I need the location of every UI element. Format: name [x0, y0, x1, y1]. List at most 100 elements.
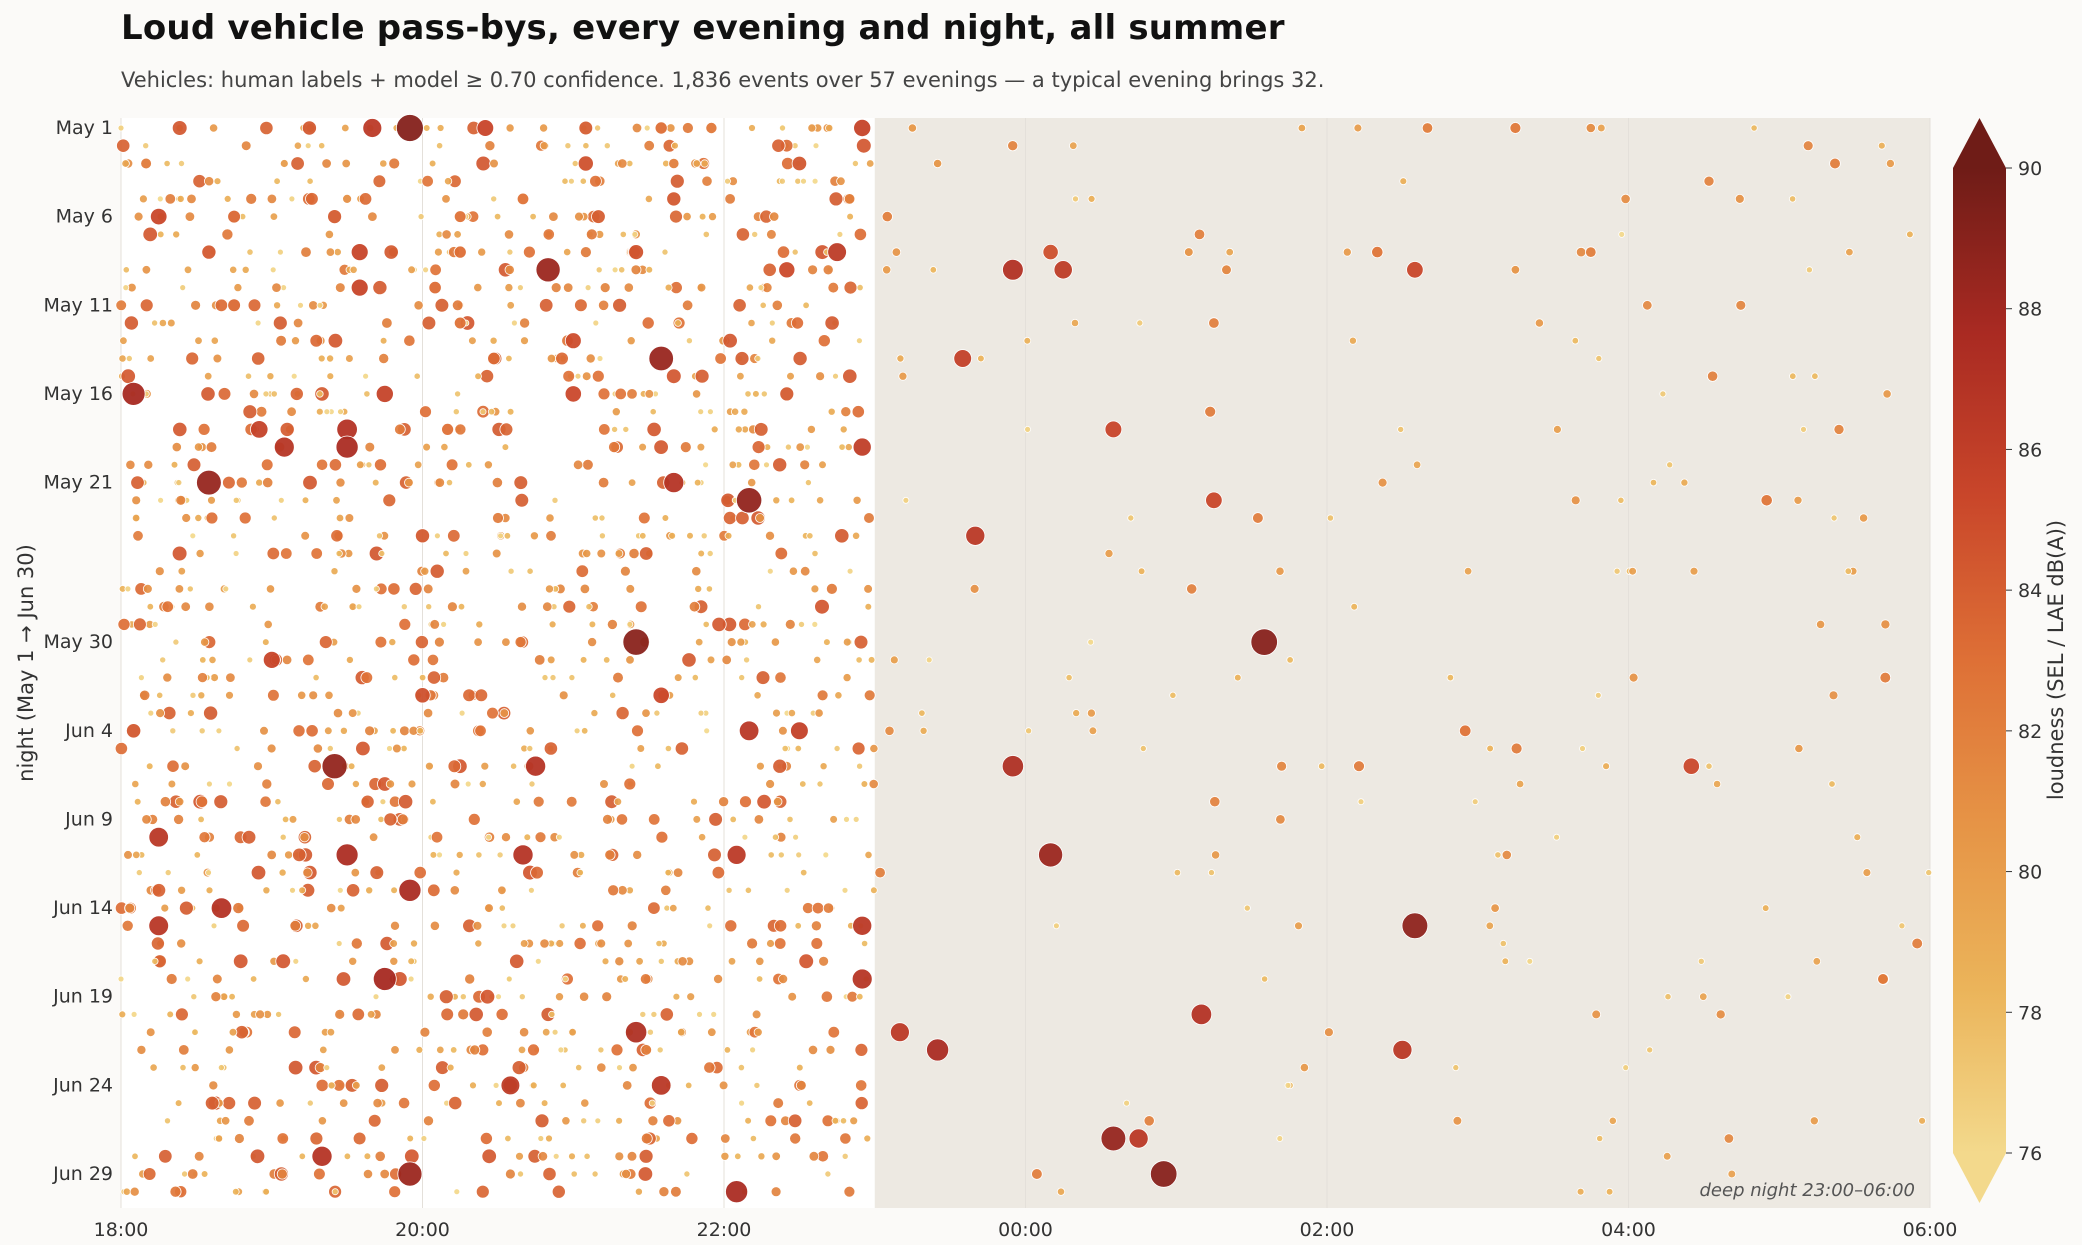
event-point [495, 1099, 503, 1107]
event-point [1127, 514, 1135, 522]
event-point [167, 779, 177, 789]
event-point [273, 301, 282, 310]
event-point [1833, 423, 1845, 435]
event-point [606, 618, 618, 630]
event-point-loud [769, 211, 780, 222]
event-point [666, 123, 676, 133]
event-point [406, 1134, 415, 1143]
event-point [328, 458, 342, 472]
event-point-loud [853, 119, 872, 138]
event-point [374, 635, 388, 649]
event-point [693, 478, 702, 487]
event-point [337, 408, 344, 416]
event-point [814, 598, 830, 615]
event-point [520, 336, 529, 346]
event-point [259, 795, 272, 808]
event-point [1828, 780, 1836, 788]
event-point [1880, 619, 1891, 630]
event-point [563, 248, 572, 257]
event-point [1276, 1135, 1284, 1142]
y-tick-label: May 21 [44, 472, 114, 494]
event-point [1510, 742, 1523, 755]
event-point [391, 673, 399, 682]
event-point [214, 1134, 224, 1143]
event-point-loud [725, 1180, 749, 1204]
event-point [281, 654, 293, 666]
event-point [212, 973, 223, 985]
event-point [839, 1132, 852, 1145]
event-point [489, 336, 498, 345]
event-point [623, 938, 633, 949]
event-point [551, 1028, 559, 1036]
event-point [413, 372, 421, 380]
event-point [608, 441, 621, 454]
event-point [1734, 193, 1745, 204]
event-point [882, 265, 892, 275]
event-point [682, 212, 692, 222]
event-point [756, 794, 772, 810]
event-point [856, 993, 864, 1001]
event-point [639, 546, 654, 561]
event-point [753, 422, 769, 437]
event-point [358, 192, 373, 206]
event-point [1299, 1063, 1310, 1073]
event-point-loud [652, 686, 670, 704]
event-point [164, 193, 177, 205]
event-point [457, 603, 466, 611]
event-point [261, 778, 273, 790]
event-point [419, 405, 432, 419]
event-point [459, 993, 467, 1001]
event-point-loud [778, 261, 796, 279]
event-point [347, 762, 356, 770]
event-point [545, 530, 557, 542]
event-point [289, 919, 302, 932]
event-point-loud [512, 844, 534, 866]
event-point [507, 567, 515, 575]
event-point [1735, 299, 1747, 311]
event-point [623, 777, 637, 791]
event-point [118, 1010, 127, 1019]
event-point [1204, 405, 1217, 418]
event-point [626, 621, 634, 628]
event-point [213, 794, 229, 810]
event-point-loud [262, 651, 281, 669]
event-point [244, 372, 253, 380]
event-point [228, 1027, 238, 1037]
event-point [477, 247, 487, 257]
event-point [898, 371, 908, 381]
event-point [1348, 336, 1357, 345]
event-point [120, 368, 136, 384]
event-point [372, 993, 380, 1001]
event-point [146, 603, 154, 611]
event-point-loud [965, 525, 986, 546]
event-point [836, 230, 844, 238]
event-point [1104, 549, 1114, 559]
event-point [683, 1170, 691, 1178]
event-point [822, 902, 835, 914]
event-point [287, 1059, 304, 1076]
event-point [840, 406, 852, 418]
event-point-loud [201, 244, 217, 260]
event-point [124, 902, 136, 914]
event-point [587, 637, 598, 648]
event-point [491, 476, 503, 489]
event-point [710, 425, 719, 434]
event-point-loud [196, 469, 222, 496]
event-point [755, 670, 771, 685]
event-point-loud [1401, 912, 1429, 940]
event-point [657, 957, 665, 965]
event-point [860, 780, 869, 788]
event-point [440, 1007, 455, 1022]
event-point [726, 637, 737, 647]
event-point [302, 653, 315, 667]
event-point [562, 599, 577, 614]
event-point [197, 691, 206, 700]
event-point [137, 674, 145, 681]
event-point [418, 673, 427, 682]
event-point [664, 744, 673, 753]
event-point-loud [807, 123, 817, 133]
event-point [754, 354, 762, 362]
event-point [770, 637, 781, 647]
event-point [1139, 745, 1147, 753]
event-point [286, 406, 297, 417]
